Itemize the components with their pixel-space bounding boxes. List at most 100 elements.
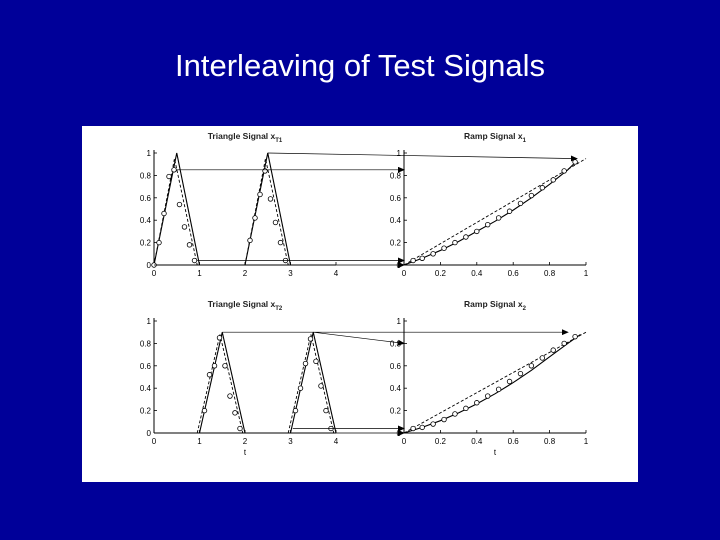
series-line-solid — [289, 332, 337, 434]
plot-t1: 0 0.2 0.4 0.6 0.8 1 0 1 2 3 4 Triangle Signal xT1 — [140, 131, 339, 278]
data-point — [506, 208, 513, 214]
x-tick-label: 1 — [584, 437, 589, 446]
y-tick-label: 0.6 — [390, 194, 402, 203]
y-tick-label: 0.2 — [140, 407, 152, 416]
x-tick-label: 0 — [152, 437, 157, 446]
data-point — [539, 185, 546, 191]
y-tick-label: 0.8 — [390, 171, 402, 180]
axes-title-main: Triangle Signal x — [208, 131, 276, 141]
y-tick-label: 1 — [397, 149, 402, 158]
data-point — [410, 425, 416, 432]
data-point — [452, 239, 458, 246]
y-tick-label: 0.6 — [390, 362, 402, 371]
data-point — [161, 210, 167, 217]
data-point — [166, 173, 172, 180]
axes-title: Triangle Signal xT1 — [208, 131, 283, 144]
y-tick-label: 0 — [147, 261, 152, 270]
data-point — [318, 383, 324, 389]
data-point — [297, 385, 304, 391]
data-point — [528, 363, 535, 369]
x-tick-label: 0.4 — [471, 269, 483, 278]
data-point — [206, 372, 213, 378]
data-point — [485, 393, 491, 399]
data-point — [267, 196, 274, 202]
y-tick-label: 0.8 — [140, 171, 152, 180]
data-point — [302, 360, 309, 367]
data-point — [186, 242, 193, 248]
x-tick-label: 0.6 — [508, 269, 520, 278]
data-point — [191, 257, 198, 264]
y-tick-label: 0.4 — [390, 216, 402, 225]
x-tick-label: 1 — [584, 269, 589, 278]
x-axis-label: t — [244, 448, 247, 457]
x-tick-label: 4 — [334, 269, 339, 278]
data-point — [474, 400, 480, 406]
axes-title: Triangle Signal xT2 — [208, 299, 283, 312]
y-tick-label: 0.4 — [140, 384, 152, 393]
data-point — [211, 363, 218, 369]
data-point — [539, 355, 546, 361]
data-point — [561, 168, 567, 174]
slide-title: Interleaving of Test Signals — [175, 48, 545, 83]
x-tick-label: 0 — [402, 437, 407, 446]
data-point — [216, 335, 223, 341]
y-tick-label: 0.4 — [140, 216, 152, 225]
data-point — [222, 363, 228, 369]
data-point — [550, 347, 556, 353]
axes-title-subscript: 2 — [523, 306, 527, 312]
interleave-arrow — [267, 152, 578, 162]
x-tick-label: 3 — [288, 269, 293, 278]
data-point — [430, 421, 436, 427]
data-point — [232, 410, 238, 416]
data-point — [463, 405, 469, 412]
x-tick-label: 2 — [243, 269, 248, 278]
axes-title: Ramp Signal x2 — [464, 299, 527, 312]
data-point — [517, 200, 524, 207]
data-point — [262, 168, 268, 174]
x-tick-label: 1 — [197, 269, 202, 278]
data-point — [176, 201, 183, 208]
y-tick-label: 1 — [147, 317, 152, 326]
y-tick-label: 0.8 — [140, 339, 152, 348]
axes-title-main: Ramp Signal x — [464, 131, 523, 141]
y-tick-label: 0.2 — [390, 407, 402, 416]
axes-title-subscript: 1 — [523, 138, 527, 144]
data-point — [561, 340, 567, 347]
data-point — [307, 336, 314, 342]
data-point — [572, 333, 578, 340]
data-point — [528, 192, 535, 199]
data-point — [485, 221, 491, 228]
data-point — [441, 416, 447, 423]
data-point — [430, 251, 436, 257]
x-tick-label: 0.6 — [508, 437, 520, 446]
axes-title: Ramp Signal x1 — [464, 131, 527, 144]
axes-title-main: Ramp Signal x — [464, 299, 523, 309]
data-point — [506, 378, 513, 385]
data-point — [452, 411, 458, 417]
data-point — [247, 237, 253, 244]
y-tick-label: 1 — [397, 317, 402, 326]
data-point — [227, 393, 233, 399]
series-line-dashed — [196, 334, 244, 434]
x-tick-label: 0.2 — [435, 437, 447, 446]
x-tick-label: 0 — [402, 269, 407, 278]
data-point — [237, 425, 243, 432]
data-point — [441, 245, 447, 251]
data-point — [495, 386, 502, 393]
data-point — [257, 191, 263, 198]
interleave-arrow — [313, 331, 405, 346]
y-tick-label: 0.8 — [390, 339, 402, 348]
y-tick-label: 0.4 — [390, 384, 402, 393]
data-point — [419, 424, 425, 431]
data-point — [252, 215, 258, 221]
y-tick-label: 0.2 — [390, 239, 402, 248]
data-point — [474, 228, 480, 235]
data-point — [550, 177, 556, 183]
y-tick-label: 0 — [147, 429, 152, 438]
data-point — [495, 215, 502, 221]
x-tick-label: 3 — [288, 437, 293, 446]
x-axis-label: t — [494, 448, 497, 457]
data-point — [463, 234, 469, 240]
